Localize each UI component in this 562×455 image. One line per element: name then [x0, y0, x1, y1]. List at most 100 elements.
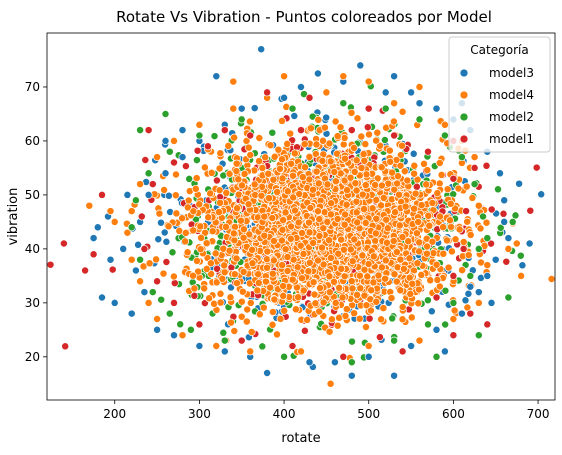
data-point — [468, 193, 477, 202]
data-point — [263, 247, 272, 256]
data-point — [170, 158, 178, 167]
data-point — [232, 279, 241, 288]
data-point — [165, 309, 174, 318]
data-point — [407, 342, 416, 350]
data-point — [396, 161, 405, 170]
data-point — [222, 188, 231, 197]
data-point — [239, 233, 248, 242]
data-point — [393, 172, 402, 181]
data-point — [504, 234, 513, 243]
data-point — [390, 131, 399, 140]
data-point — [532, 163, 541, 172]
data-point — [287, 159, 296, 168]
data-point — [283, 253, 292, 261]
data-point — [381, 88, 390, 97]
data-point — [415, 336, 424, 345]
data-point — [396, 286, 405, 295]
data-point — [361, 140, 370, 149]
data-point — [440, 347, 449, 356]
data-point — [367, 286, 376, 295]
y-tick-label: 70 — [25, 80, 40, 94]
data-point — [425, 221, 434, 230]
data-point — [170, 136, 178, 145]
data-point — [420, 159, 428, 168]
data-point — [387, 294, 396, 303]
data-point — [432, 325, 441, 334]
data-point — [144, 190, 153, 199]
data-point — [189, 271, 197, 280]
data-point — [491, 255, 500, 264]
data-point — [319, 224, 328, 233]
data-point — [466, 309, 475, 318]
data-point — [250, 166, 259, 175]
data-point — [183, 248, 192, 257]
data-point — [280, 306, 289, 315]
data-point — [396, 255, 405, 264]
data-point — [327, 199, 336, 208]
data-point — [352, 186, 361, 195]
x-tick-label: 500 — [357, 407, 380, 421]
data-point — [260, 231, 269, 240]
data-point — [451, 235, 460, 244]
data-point — [246, 151, 255, 159]
data-point — [500, 196, 509, 205]
data-point — [144, 298, 153, 307]
data-point — [364, 342, 373, 350]
data-point — [294, 218, 303, 227]
data-point — [494, 185, 502, 194]
data-point — [216, 198, 225, 207]
legend-label-model4: model4 — [489, 88, 534, 102]
data-point — [499, 209, 508, 218]
y-tick-label: 60 — [25, 134, 40, 148]
data-point — [184, 196, 193, 205]
data-point — [386, 157, 395, 166]
data-point — [355, 314, 364, 323]
data-point — [417, 270, 426, 279]
data-point — [175, 226, 184, 235]
data-point — [364, 352, 373, 361]
data-point — [470, 163, 479, 172]
data-point — [98, 190, 106, 199]
data-point — [246, 299, 255, 307]
data-point — [305, 358, 314, 367]
data-point — [398, 347, 407, 356]
data-point — [268, 214, 277, 222]
data-point — [377, 315, 386, 324]
data-point — [398, 107, 407, 116]
data-point — [322, 113, 331, 122]
data-point — [341, 154, 349, 163]
data-point — [515, 179, 524, 188]
data-point — [457, 153, 466, 162]
data-point — [277, 236, 286, 245]
data-point — [512, 239, 521, 248]
data-point — [389, 237, 398, 245]
data-point — [288, 104, 297, 113]
data-point — [189, 226, 198, 235]
data-point — [348, 337, 356, 346]
data-point — [220, 347, 229, 356]
data-point — [483, 234, 492, 243]
data-point — [193, 256, 201, 265]
data-point — [516, 251, 525, 260]
data-point — [161, 169, 170, 178]
data-point — [347, 277, 356, 286]
data-point — [246, 131, 255, 140]
x-tick-label: 600 — [442, 407, 465, 421]
data-point — [361, 181, 370, 190]
data-point — [233, 204, 242, 213]
data-point — [145, 259, 154, 268]
data-point — [470, 180, 479, 189]
data-point — [334, 249, 343, 258]
x-tick-label: 300 — [188, 407, 211, 421]
data-point — [245, 117, 254, 126]
data-point — [161, 136, 170, 145]
data-point — [323, 180, 332, 189]
data-point — [396, 151, 405, 160]
data-point — [476, 224, 485, 233]
data-point — [331, 117, 340, 126]
data-point — [357, 132, 366, 141]
data-point — [309, 238, 318, 247]
data-point — [212, 278, 221, 287]
data-point — [333, 215, 342, 223]
data-point — [136, 277, 145, 286]
